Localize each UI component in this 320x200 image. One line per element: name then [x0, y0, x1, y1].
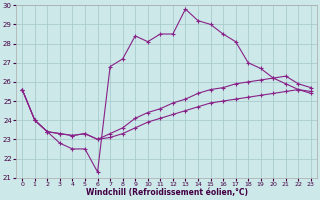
X-axis label: Windchill (Refroidissement éolien,°C): Windchill (Refroidissement éolien,°C) [85, 188, 248, 197]
